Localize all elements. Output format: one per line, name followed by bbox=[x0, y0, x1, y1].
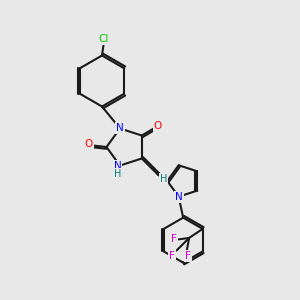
Text: N: N bbox=[116, 124, 124, 134]
Text: N: N bbox=[114, 160, 122, 170]
Text: O: O bbox=[154, 121, 162, 130]
Text: O: O bbox=[84, 139, 93, 149]
Text: F: F bbox=[171, 234, 177, 244]
Text: N: N bbox=[175, 192, 183, 202]
Text: H: H bbox=[114, 169, 121, 179]
Text: F: F bbox=[169, 251, 175, 261]
Text: F: F bbox=[185, 251, 191, 261]
Text: Cl: Cl bbox=[98, 34, 109, 44]
Text: H: H bbox=[160, 174, 167, 184]
